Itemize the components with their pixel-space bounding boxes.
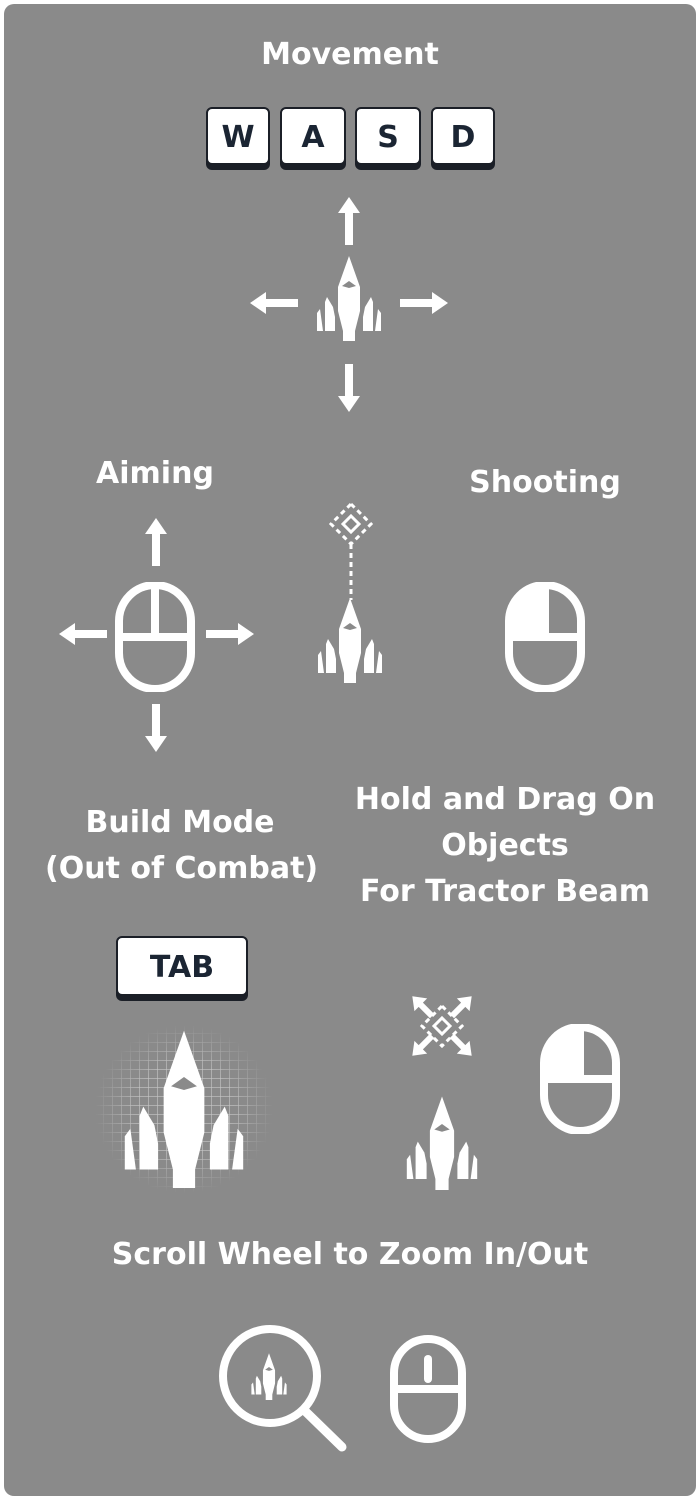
arrow-down-icon xyxy=(144,704,168,752)
key-tab: TAB xyxy=(116,936,248,996)
drag-arrows-icon xyxy=(412,996,472,1056)
crosshair-target-icon xyxy=(329,502,373,546)
key-d: D xyxy=(431,107,495,165)
tractor-beam-line2: Objects xyxy=(441,828,569,863)
mouse-left-click-icon xyxy=(540,1024,620,1134)
arrow-up-icon xyxy=(337,197,361,245)
build-mode-subtitle: (Out of Combat) xyxy=(45,851,319,886)
aiming-title: Aiming xyxy=(96,456,214,491)
spaceship-icon xyxy=(309,256,389,346)
spaceship-icon xyxy=(110,1026,258,1202)
spaceship-icon xyxy=(310,598,390,688)
key-s: S xyxy=(355,107,421,165)
movement-title: Movement xyxy=(261,37,439,72)
tractor-beam-line1: Hold and Drag On xyxy=(354,782,656,817)
mouse-icon xyxy=(115,582,195,692)
controls-panel: Movement W A S D Aiming Shooting Build M… xyxy=(4,4,696,1496)
tractor-beam-line3: For Tractor Beam xyxy=(359,874,651,909)
arrow-right-icon xyxy=(206,622,254,646)
spaceship-icon xyxy=(398,1096,486,1196)
spaceship-icon xyxy=(247,1352,291,1404)
magnifier-zoom-icon xyxy=(219,1325,347,1452)
aim-line xyxy=(349,544,353,600)
arrow-down-icon xyxy=(337,364,361,412)
key-a: A xyxy=(280,107,346,165)
mouse-scroll-wheel-icon xyxy=(388,1334,468,1444)
crosshair-target-icon xyxy=(420,1004,464,1048)
mouse-left-click-icon xyxy=(505,582,585,692)
arrow-up-icon xyxy=(144,518,168,566)
key-w: W xyxy=(206,107,270,165)
arrow-left-icon xyxy=(59,622,107,646)
arrow-right-icon xyxy=(400,291,448,315)
build-mode-title: Build Mode xyxy=(85,805,275,840)
shooting-title: Shooting xyxy=(469,465,621,500)
zoom-title: Scroll Wheel to Zoom In/Out xyxy=(111,1237,589,1272)
arrow-left-icon xyxy=(250,291,298,315)
